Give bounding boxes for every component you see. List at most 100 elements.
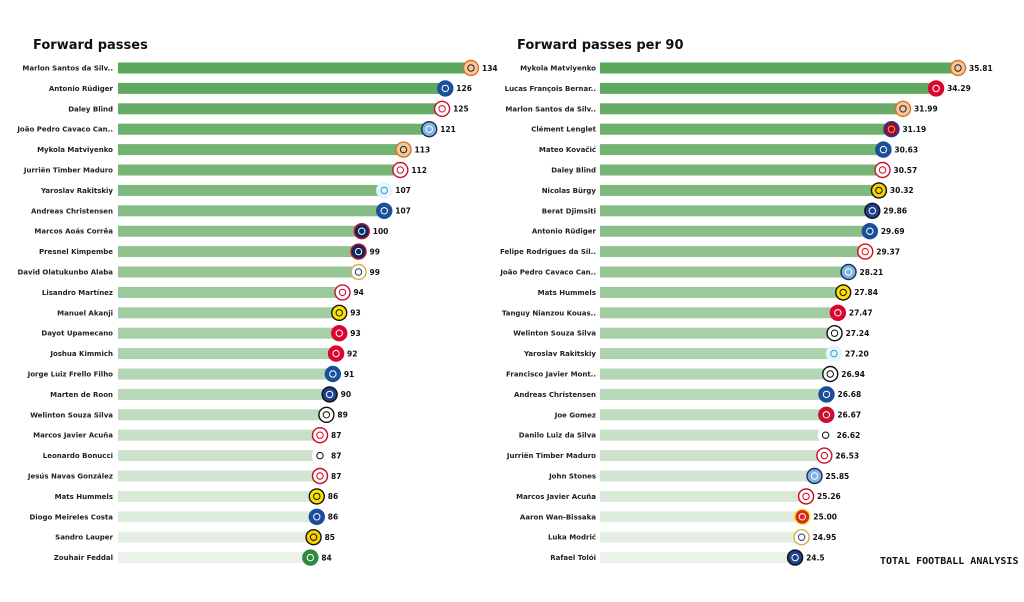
atalanta-badge-icon: [864, 202, 881, 220]
category-label: Jesús Navas González: [27, 473, 113, 481]
bar: [600, 511, 807, 523]
value-label: 34.29: [947, 84, 971, 93]
bar-row: Tanguy Nianzou Kouas.. 27.47: [502, 304, 873, 321]
value-label: 29.86: [883, 207, 907, 216]
bar: [118, 511, 321, 523]
bar: [600, 450, 829, 462]
bar: [600, 409, 831, 421]
value-label: 93: [350, 329, 360, 338]
ajax-badge-icon: [816, 447, 833, 464]
value-label: 27.24: [846, 329, 870, 338]
category-label: Rafael Tolói: [550, 554, 596, 562]
category-label: Antonio Rüdiger: [49, 85, 114, 93]
value-label: 35.81: [969, 64, 993, 73]
bar: [600, 225, 874, 237]
category-label: Mateo Kovačić: [539, 146, 596, 154]
bar-row: Marcos Javier Acuña 25.26: [516, 488, 841, 505]
value-label: 85: [325, 533, 335, 542]
bar-row: Mateo Kovačić 30.63: [539, 141, 918, 158]
chart-title-forward-passes-per-90: Forward passes per 90: [517, 38, 684, 53]
dortmund-badge-icon: [308, 488, 325, 505]
bar-row: David Olatukunbo Alaba 99: [17, 263, 380, 281]
bar: [118, 409, 331, 421]
bar: [600, 470, 819, 482]
value-label: 99: [370, 268, 380, 277]
category-label: Mykola Matviyenko: [37, 146, 113, 154]
zenit-badge-icon: [825, 345, 843, 362]
bar-row: João Pedro Cavaco Can.. 28.21: [499, 263, 884, 281]
value-label: 29.37: [876, 247, 900, 256]
bar-row: Felipe Rodrigues da Sil.. 29.37: [500, 243, 900, 260]
chelsea-badge-icon: [376, 202, 393, 220]
bar-row: Clément Lenglet 31.19: [531, 120, 926, 138]
category-label: Berat Djimsiti: [542, 207, 596, 215]
bar: [118, 429, 324, 441]
bar-row: Mykola Matviyenko 35.81: [520, 59, 993, 77]
bar-row: Daley Blind 125: [68, 100, 469, 118]
bar: [600, 266, 853, 278]
bar: [118, 348, 341, 360]
category-label: Nicolas Bürgy: [542, 187, 597, 195]
bar-row: Marlon Santos da Silv.. 31.99: [505, 100, 938, 118]
psg-badge-icon: [353, 222, 370, 240]
barcelona-badge-icon: [883, 120, 900, 138]
value-label: 24.5: [806, 553, 825, 562]
category-label: Jorge Luiz Frello Filho: [27, 371, 114, 379]
watermark: TOTAL FOOTBALL ANALYSIS: [880, 556, 1018, 567]
bar: [600, 307, 842, 319]
ajax-badge-icon: [334, 284, 351, 301]
bar-row: Rafael Tolói 24.5: [550, 549, 825, 566]
value-label: 87: [331, 472, 341, 481]
value-label: 28.21: [860, 268, 884, 277]
bar-row: Welinton Souza Silva 27.24: [513, 325, 870, 342]
bar-row: Marlon Santos da Silv.. 134: [22, 59, 498, 77]
besiktas-badge-icon: [318, 406, 335, 423]
bar: [600, 552, 800, 564]
value-label: 92: [347, 349, 357, 358]
value-label: 89: [337, 411, 347, 420]
category-label: Lucas François Bernar..: [505, 85, 596, 93]
bar: [600, 164, 887, 176]
bar: [600, 368, 835, 380]
bar-row: Luka Modrić 24.95: [548, 529, 836, 546]
category-label: Dayot Upamecano: [41, 330, 113, 338]
value-label: 113: [415, 145, 431, 154]
bar: [118, 82, 450, 94]
bar: [600, 184, 883, 196]
category-label: Yaroslav Rakitskiy: [523, 350, 596, 358]
bar-row: Lisandro Martínez 94: [42, 284, 364, 301]
bar-row: Jesús Navas González 87: [27, 467, 341, 485]
psg-badge-icon: [350, 243, 367, 260]
bar-row: Manuel Akanji 93: [57, 304, 361, 321]
value-label: 91: [344, 370, 354, 379]
bar-row: Francisco Javier Mont.. 26.94: [506, 365, 865, 383]
bar: [600, 246, 870, 258]
category-label: Yaroslav Rakitskiy: [40, 187, 113, 195]
ajax-badge-icon: [392, 161, 409, 179]
value-label: 26.94: [841, 370, 865, 379]
category-label: Francisco Javier Mont..: [506, 371, 596, 379]
category-label: Leonardo Bonucci: [43, 452, 113, 460]
bar: [118, 552, 315, 564]
bar: [600, 144, 888, 156]
bar-row: Antonio Rüdiger 126: [49, 80, 472, 97]
category-label: Joshua Kimmich: [49, 350, 113, 358]
bar-row: Nicolas Bürgy 30.32: [542, 182, 914, 199]
category-label: David Olatukunbo Alaba: [17, 269, 113, 277]
chelsea-badge-icon: [861, 222, 879, 240]
chelsea-badge-icon: [324, 365, 342, 383]
value-label: 25.26: [817, 492, 841, 501]
bar-row: Lucas François Bernar.. 34.29: [505, 80, 971, 97]
value-label: 31.19: [902, 125, 926, 134]
shakhtar-badge-icon: [949, 59, 967, 77]
bar: [118, 450, 324, 462]
zenit-badge-icon: [376, 182, 393, 199]
category-label: Jurriën Timber Maduro: [23, 167, 113, 175]
category-label: João Pedro Cavaco Can..: [499, 269, 596, 277]
bar-row: Jurriën Timber Maduro 26.53: [506, 447, 859, 464]
bar-row: Diogo Meireles Costa 86: [29, 508, 338, 525]
bar-row: Mykola Matviyenko 113: [37, 141, 431, 158]
category-label: Andreas Christensen: [514, 391, 596, 399]
value-label: 126: [456, 84, 472, 93]
category-label: Welinton Souza Silva: [30, 411, 113, 419]
